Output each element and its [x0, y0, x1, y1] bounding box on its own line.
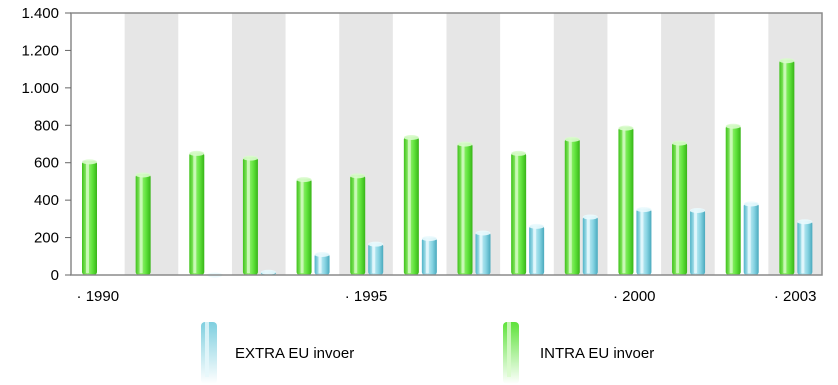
extra-bar: [690, 208, 706, 275]
cyan-bar-icon-highlight: [205, 322, 209, 377]
legend-label-extra: EXTRA EU invoer: [235, 345, 354, 362]
intra-bar: [511, 150, 527, 275]
extra-bar: [421, 236, 437, 275]
grid-band: [124, 13, 179, 275]
extra-bar: [582, 214, 598, 275]
y-tick-label: 1.200: [21, 42, 59, 59]
extra-bar: [260, 269, 276, 275]
grid-band: [553, 13, 608, 275]
x-axis: · 1990 · 1995 · 2000 · 2003: [77, 288, 817, 305]
y-axis: 0 200 400 600 800 1.000 1.200 1.400: [21, 5, 71, 284]
grid-band: [339, 13, 393, 275]
extra-bar: [636, 207, 652, 275]
intra-bar: [350, 173, 366, 275]
extra-bar: [797, 219, 813, 275]
extra-bar: [368, 241, 384, 275]
extra-bar: [314, 251, 330, 275]
intra-bar: [403, 135, 419, 275]
green-bar-icon-highlight: [507, 322, 511, 377]
intra-bar: [725, 123, 741, 276]
legend-item-extra: EXTRA EU invoer: [201, 322, 354, 384]
intra-bar: [189, 150, 205, 275]
intra-bar: [672, 140, 688, 275]
x-tick-label: · 1995: [345, 288, 388, 305]
grid-bands: [124, 13, 822, 275]
y-tick-label: 800: [34, 117, 59, 134]
legend: EXTRA EU invoer INTRA EU invoer: [201, 322, 654, 384]
intra-bar: [82, 159, 97, 275]
extra-bar: [529, 223, 545, 275]
intra-bar: [135, 172, 151, 275]
y-tick-label: 1.000: [21, 80, 59, 97]
intra-bar: [618, 125, 634, 276]
x-tick-label: · 2000: [613, 288, 656, 305]
plot-frame: [70, 12, 823, 276]
bars: [82, 58, 813, 278]
y-tick-label: 200: [34, 230, 59, 247]
intra-bar: [242, 155, 258, 275]
intra-bar: [564, 136, 580, 275]
intra-bar: [779, 58, 795, 276]
x-tick-label: · 2003: [774, 288, 817, 305]
grid-band: [231, 13, 286, 275]
y-tick-label: 400: [34, 192, 59, 209]
grid-band: [768, 13, 822, 275]
y-tick-label: 600: [34, 155, 59, 172]
y-tick-label: 0: [51, 267, 59, 284]
intra-bar: [296, 177, 312, 275]
intra-bar: [457, 141, 473, 275]
x-tick-label: · 1990: [77, 288, 120, 305]
extra-bar: [743, 201, 759, 275]
legend-item-intra: INTRA EU invoer: [503, 322, 654, 384]
legend-label-intra: INTRA EU invoer: [540, 345, 654, 362]
extra-bar: [475, 230, 491, 275]
y-tick-label: 1.400: [21, 5, 59, 22]
grid-band: [661, 13, 715, 275]
grid-band: [446, 13, 501, 275]
